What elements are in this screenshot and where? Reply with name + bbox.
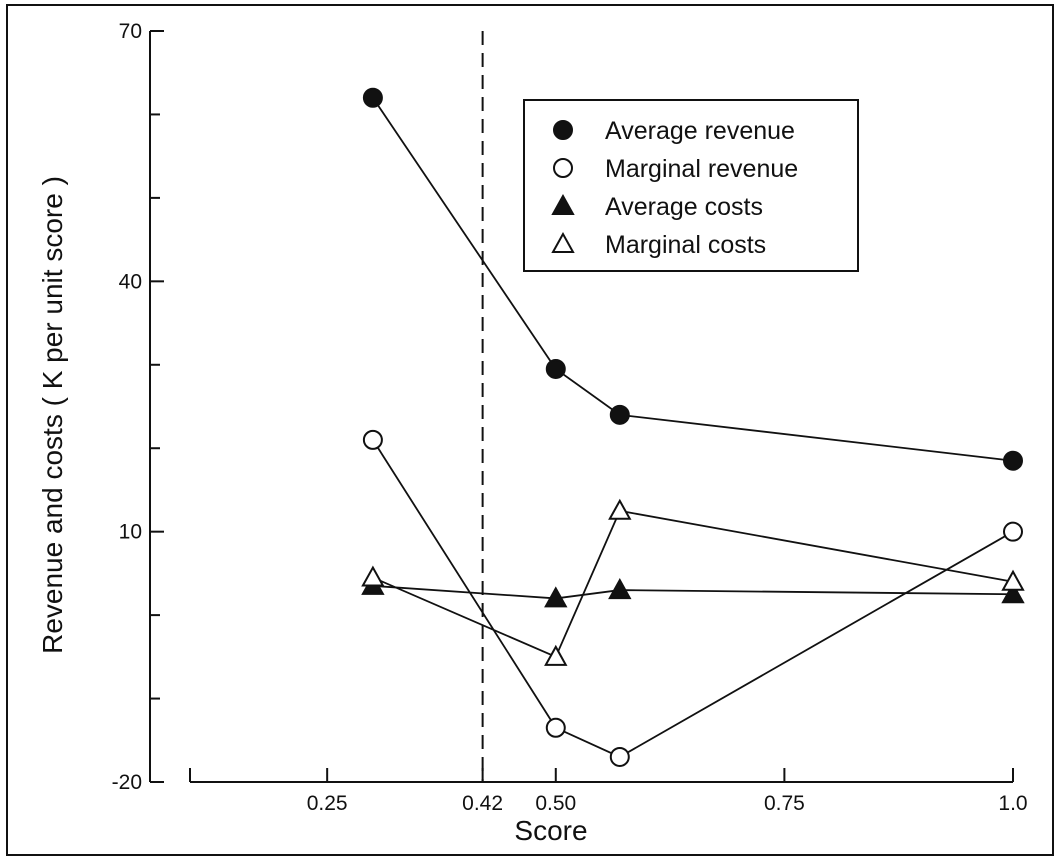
legend-box xyxy=(523,99,859,272)
x-tick-label: 0.42 xyxy=(462,792,503,815)
data-point xyxy=(1003,521,1023,542)
data-point xyxy=(545,717,566,738)
y-axis-title: Revenue and costs ( K per unit score ) xyxy=(37,176,68,654)
x-axis-title: Score xyxy=(514,815,587,846)
legend-label: Marginal costs xyxy=(605,231,766,259)
series-line xyxy=(372,439,1014,758)
plot-frame xyxy=(6,4,1054,856)
data-point xyxy=(609,404,630,425)
legend-marker xyxy=(551,231,575,253)
series-line xyxy=(372,97,1014,462)
x-tick-label: 0.25 xyxy=(307,792,348,815)
series-3 xyxy=(361,498,1025,666)
series-0 xyxy=(362,87,1023,471)
y-tick-label: 40 xyxy=(119,270,142,293)
data-point xyxy=(1001,569,1025,591)
series-line xyxy=(372,585,1014,600)
x-tick-label: 0.75 xyxy=(764,792,805,815)
legend-marker xyxy=(551,193,575,215)
legend-marker xyxy=(553,120,573,140)
data-point xyxy=(1001,582,1025,604)
y-tick-label: 10 xyxy=(119,521,142,544)
y-tick-label: 70 xyxy=(119,20,142,43)
series-line xyxy=(372,509,1014,659)
legend-label: Average revenue xyxy=(605,117,795,145)
data-point xyxy=(361,565,385,587)
series-1 xyxy=(362,429,1023,767)
series-layer xyxy=(361,87,1025,767)
data-point xyxy=(362,87,383,108)
y-tick-label: -20 xyxy=(112,771,142,794)
data-point xyxy=(608,578,632,600)
legend: Average revenue Marginal revenue Average c… xyxy=(523,99,859,272)
legend-marker xyxy=(553,158,573,178)
legend-label: Marginal revenue xyxy=(605,155,798,183)
data-point xyxy=(544,586,568,608)
data-point xyxy=(609,746,630,767)
data-point xyxy=(544,644,568,666)
data-point xyxy=(362,429,383,450)
x-tick-label: 1.0 xyxy=(998,792,1027,815)
x-tick-label: 0.50 xyxy=(535,792,576,815)
data-point xyxy=(545,358,566,379)
data-point xyxy=(1003,450,1023,471)
axes: 70 40 10 -20 0.25 0.42 0.50 0.75 1.0 xyxy=(112,20,1028,815)
data-point xyxy=(608,498,632,520)
legend-label: Average costs xyxy=(605,193,763,221)
